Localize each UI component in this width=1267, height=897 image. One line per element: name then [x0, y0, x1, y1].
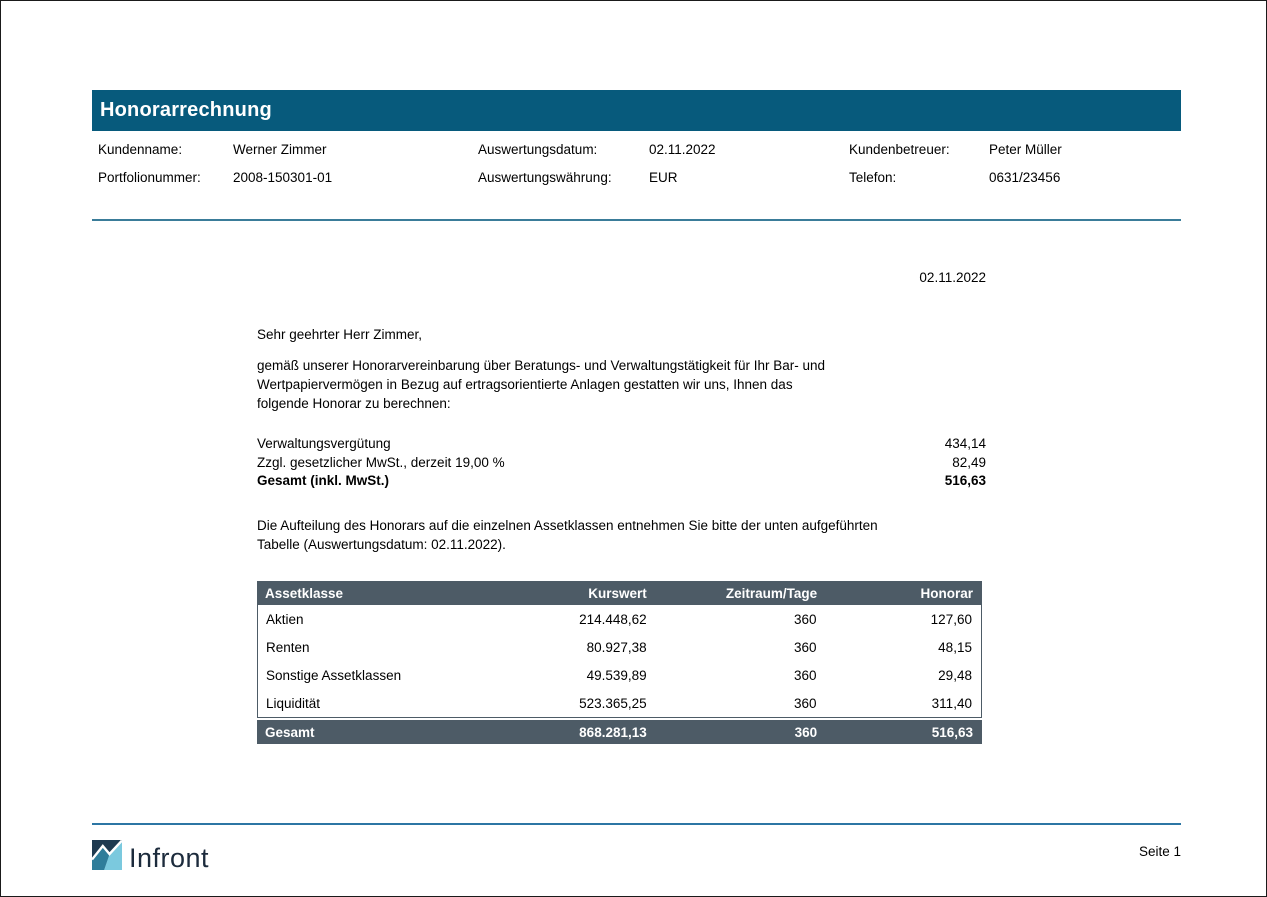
fee-line-vat: Zzgl. gesetzlicher MwSt., derzeit 19,00 … [257, 454, 986, 473]
cell-zeitraum: 360 [794, 639, 817, 655]
total-label: Gesamt [265, 724, 315, 740]
table-row: Liquidität 523.365,25 360 311,40 [258, 689, 981, 717]
letter-date: 02.11.2022 [919, 270, 986, 285]
advisor-label: Kundenbetreuer: [849, 142, 950, 157]
portfolio-number-value: 2008-150301-01 [233, 170, 333, 185]
phone-value: 0631/23456 [989, 170, 1061, 185]
brand-logo: Infront [91, 839, 210, 875]
fee-amount: 434,14 [944, 436, 986, 451]
portfolio-number-label: Portfolionummer: [98, 170, 201, 185]
fee-amount: 516,63 [944, 473, 986, 488]
col-header-zeitraum: Zeitraum/Tage [725, 585, 818, 601]
fee-summary: Verwaltungsvergütung 434,14 Zzgl. gesetz… [257, 435, 986, 491]
cell-zeitraum: 360 [794, 611, 817, 627]
salutation: Sehr geehrter Herr Zimmer, [257, 327, 423, 342]
phone-label: Telefon: [849, 170, 897, 185]
valuation-date-value: 02.11.2022 [649, 142, 716, 157]
intro-paragraph: gemäß unserer Honorarvereinbarung über B… [257, 356, 986, 413]
col-header-assetklasse: Assetklasse [265, 585, 344, 601]
table-row: Aktien 214.448,62 360 127,60 [258, 605, 981, 633]
cell-kurswert: 214.448,62 [579, 611, 647, 627]
cell-assetklasse: Liquidität [266, 695, 321, 711]
cell-assetklasse: Sonstige Assetklassen [266, 667, 402, 683]
fee-label: Zzgl. gesetzlicher MwSt., derzeit 19,00 … [257, 454, 505, 470]
cell-honorar: 127,60 [930, 611, 972, 627]
col-header-kurswert: Kurswert [588, 585, 647, 601]
document-title-bar: Honorarrechnung [92, 90, 1181, 131]
cell-zeitraum: 360 [794, 667, 817, 683]
header-divider [92, 219, 1181, 221]
page-number: Seite 1 [1138, 844, 1181, 859]
total-kurswert: 868.281,13 [579, 724, 647, 740]
document-title: Honorarrechnung [100, 99, 272, 121]
cell-honorar: 29,48 [938, 667, 972, 683]
currency-label: Auswertungswährung: [478, 170, 612, 185]
customer-name-label: Kundenname: [98, 142, 183, 157]
intro-line: gemäß unserer Honorarvereinbarung über B… [257, 358, 826, 373]
table-total-row: Gesamt 868.281,13 360 516,63 [257, 720, 982, 744]
fee-amount: 82,49 [952, 454, 986, 470]
table-row: Renten 80.927,38 360 48,15 [258, 633, 981, 661]
table-note-line: Tabelle (Auswertungsdatum: 02.11.2022). [257, 536, 506, 552]
cell-kurswert: 49.539,89 [586, 667, 647, 683]
cell-kurswert: 523.365,25 [579, 695, 647, 711]
cell-assetklasse: Renten [266, 639, 310, 655]
cell-honorar: 48,15 [938, 639, 972, 655]
fee-line-management: Verwaltungsvergütung 434,14 [257, 435, 986, 454]
table-body: Aktien 214.448,62 360 127,60 Renten 80.9… [257, 605, 982, 718]
currency-value: EUR [649, 170, 678, 185]
intro-line: folgende Honorar zu berechnen: [257, 396, 451, 411]
table-row: Sonstige Assetklassen 49.539,89 360 29,4… [258, 661, 981, 689]
table-note-line: Die Aufteilung des Honorars auf die einz… [257, 518, 878, 533]
cell-zeitraum: 360 [794, 695, 817, 711]
col-header-honorar: Honorar [920, 585, 973, 601]
advisor-value: Peter Müller [989, 142, 1062, 157]
brand-name: Infront [129, 842, 210, 873]
customer-name-value: Werner Zimmer [233, 142, 327, 157]
footer-divider [92, 823, 1181, 825]
table-header-row: Assetklasse Kurswert Zeitraum/Tage Honor… [257, 581, 982, 605]
fee-label: Verwaltungsvergütung [257, 436, 391, 451]
cell-honorar: 311,40 [931, 695, 972, 711]
total-honorar: 516,63 [931, 724, 973, 740]
fee-label: Gesamt (inkl. MwSt.) [257, 473, 390, 488]
total-zeitraum: 360 [794, 724, 818, 740]
table-note-paragraph: Die Aufteilung des Honorars auf die einz… [257, 517, 997, 554]
valuation-date-label: Auswertungsdatum: [478, 142, 598, 157]
infront-logo-icon [91, 839, 123, 875]
fee-line-total: Gesamt (inkl. MwSt.) 516,63 [257, 472, 986, 491]
cell-kurswert: 80.927,38 [586, 639, 647, 655]
customer-info-grid: Kundenname: Werner Zimmer Auswertungsdat… [92, 142, 1181, 185]
cell-assetklasse: Aktien [266, 611, 304, 627]
asset-class-table: Assetklasse Kurswert Zeitraum/Tage Honor… [257, 581, 982, 744]
intro-line: Wertpapiervermögen in Bezug auf ertragso… [257, 377, 793, 392]
